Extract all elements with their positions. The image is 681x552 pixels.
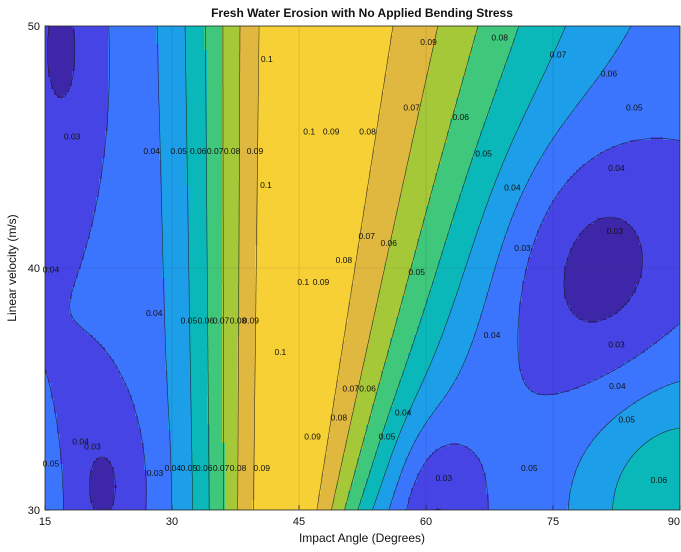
contour-label: 0.07 — [213, 463, 230, 473]
contour-label: 0.06 — [190, 146, 207, 156]
contour-label: 0.1 — [274, 347, 286, 357]
contour-label: 0.04 — [395, 407, 412, 417]
contour-label: 0.05 — [181, 315, 198, 325]
contour-label: 0.05 — [626, 103, 643, 113]
contour-label: 0.05 — [475, 149, 492, 159]
x-axis-label: Impact Angle (Degrees) — [299, 531, 425, 545]
contour-label: 0.03 — [147, 468, 164, 478]
contour-label: 0.08 — [336, 255, 353, 265]
contour-label: 0.07 — [213, 315, 230, 325]
contour-label: 0.04 — [146, 308, 163, 318]
y-axis-label: Linear velocity (m/s) — [5, 214, 19, 321]
contour-label: 0.04 — [484, 330, 501, 340]
contour-label: 0.04 — [609, 381, 626, 391]
x-tick-label: 45 — [293, 516, 305, 528]
contour-label: 0.05 — [408, 267, 425, 277]
contour-label: 0.1 — [303, 127, 315, 137]
contour-label: 0.08 — [230, 463, 247, 473]
filled-contours — [45, 26, 681, 513]
contour-label: 0.05 — [379, 432, 396, 442]
contour-label: 0.04 — [72, 436, 89, 446]
chart-title: Fresh Water Erosion with No Applied Bend… — [211, 6, 513, 20]
contour-label: 0.09 — [304, 432, 321, 442]
contour-label: 0.07 — [342, 383, 359, 393]
contour-label: 0.05 — [521, 463, 538, 473]
x-tick-label: 90 — [668, 516, 680, 528]
contour-label: 0.04 — [143, 146, 160, 156]
contour-label: 0.1 — [297, 277, 309, 287]
contour-label: 0.09 — [247, 146, 264, 156]
contour-label: 0.07 — [358, 231, 375, 241]
contour-label: 0.1 — [260, 180, 272, 190]
contour-label: 0.07 — [403, 103, 420, 113]
contour-label: 0.09 — [420, 37, 437, 47]
contour-label: 0.08 — [224, 146, 241, 156]
contour-label: 0.04 — [608, 163, 625, 173]
plot-area — [45, 26, 681, 513]
contour-label: 0.06 — [452, 112, 469, 122]
contour-label: 0.09 — [313, 277, 330, 287]
contour-label: 0.09 — [253, 463, 270, 473]
y-tick-label: 40 — [28, 263, 40, 275]
contour-label: 0.08 — [359, 127, 376, 137]
y-tick-label: 50 — [28, 21, 40, 33]
contour-label: 0.06 — [380, 238, 397, 248]
contour-label: 0.03 — [514, 243, 531, 253]
x-tick-label: 30 — [166, 516, 178, 528]
contour-label: 0.03 — [607, 226, 624, 236]
contour-label: 0.06 — [601, 69, 618, 79]
contour-label: 0.06 — [651, 475, 668, 485]
x-tick-label: 15 — [39, 516, 51, 528]
contour-label: 0.03 — [608, 340, 625, 350]
contour-label: 0.09 — [323, 127, 340, 137]
contour-label: 0.06 — [196, 463, 213, 473]
contour-label: 0.05 — [618, 415, 635, 425]
contour-label: 0.07 — [550, 49, 567, 59]
contour-label: 0.03 — [436, 473, 453, 483]
contour-label: 0.09 — [242, 315, 259, 325]
contour-label: 0.07 — [207, 146, 224, 156]
contour-label: 0.04 — [504, 182, 521, 192]
x-tick-label: 60 — [420, 516, 432, 528]
contour-label: 0.05 — [170, 146, 187, 156]
x-tick-label: 75 — [547, 516, 559, 528]
contour-label: 0.1 — [261, 54, 273, 64]
contour-label: 0.08 — [491, 32, 508, 42]
contour-label: 0.08 — [331, 412, 348, 422]
contour-label: 0.03 — [64, 132, 81, 142]
contour-label: 0.06 — [359, 383, 376, 393]
contour-label: 0.04 — [165, 463, 182, 473]
y-tick-label: 30 — [28, 505, 40, 517]
